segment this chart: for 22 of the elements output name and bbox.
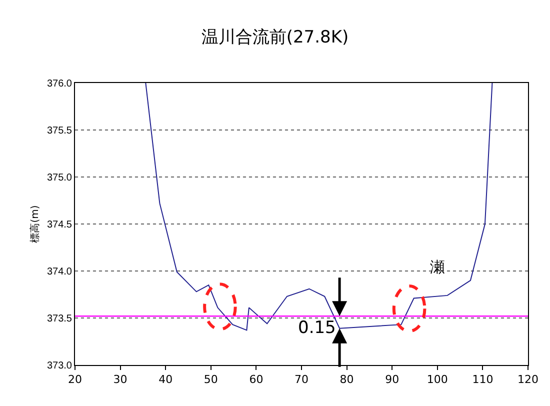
annotation: 瀬 — [430, 258, 445, 276]
y-axis-title: 標高(m) — [28, 205, 41, 243]
annotation: 0.15 — [298, 318, 336, 338]
x-tick-label: 40 — [158, 373, 173, 386]
x-tick-label: 110 — [472, 373, 494, 386]
x-tick-label: 60 — [249, 373, 264, 386]
x-tick-label: 100 — [426, 373, 448, 386]
y-tick-label: 374.5 — [46, 220, 72, 230]
y-tick-label: 375.5 — [46, 126, 72, 136]
x-tick-label: 50 — [204, 373, 218, 386]
chart-title: 温川合流前(27.8K) — [201, 27, 349, 48]
y-tick-label: 373.0 — [46, 360, 72, 372]
y-tick-label: 374.0 — [46, 266, 72, 278]
x-tick-label: 80 — [340, 373, 354, 386]
x-tick-label: 120 — [518, 373, 538, 386]
y-tick-label: 373.5 — [46, 314, 72, 324]
x-tick-label: 30 — [113, 373, 128, 386]
x-tick-label: 70 — [294, 373, 308, 386]
x-tick-label: 20 — [68, 373, 82, 386]
x-tick-label: 90 — [385, 373, 400, 386]
y-tick-label: 375.0 — [46, 172, 72, 184]
y-tick-label: 376.0 — [46, 78, 72, 90]
